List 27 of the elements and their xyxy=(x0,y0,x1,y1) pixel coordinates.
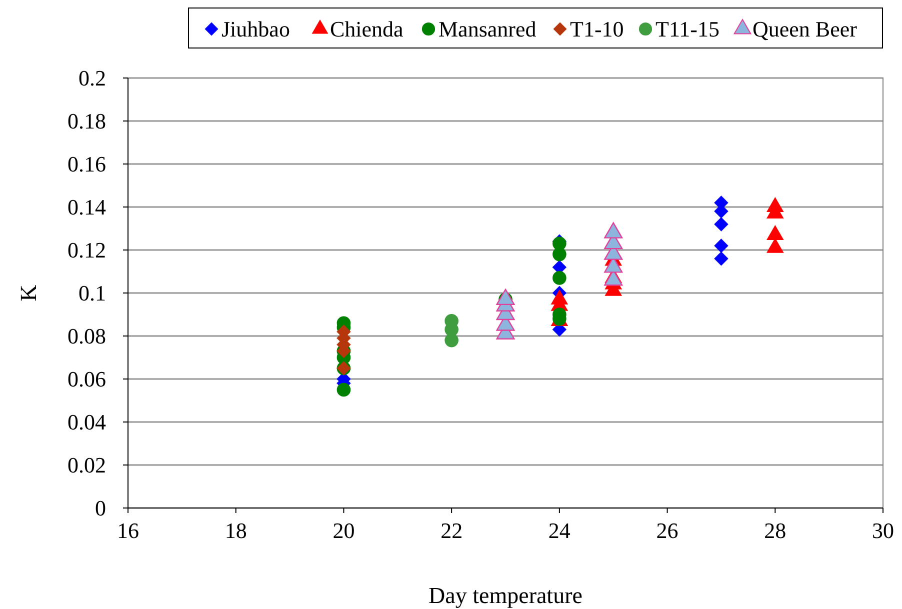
legend-label: Chienda xyxy=(330,16,404,42)
y-tick-label: 0 xyxy=(95,496,106,521)
y-tick-label: 0.08 xyxy=(68,324,106,349)
y-tick-label: 0.1 xyxy=(78,280,106,306)
x-tick-label: 30 xyxy=(872,518,894,543)
x-tick-label: 28 xyxy=(764,518,786,543)
legend-label: T1-10 xyxy=(570,16,624,42)
y-tick-label: 0.06 xyxy=(68,366,106,392)
legend-label: Queen Beer xyxy=(752,16,858,42)
y-tick-label: 0.04 xyxy=(68,410,106,435)
y-tick-label: 0.16 xyxy=(68,152,106,177)
x-tick-label: 26 xyxy=(656,518,678,543)
y-tick-label: 0.2 xyxy=(78,66,106,91)
y-tick-label: 0.14 xyxy=(68,194,106,220)
y-tick-label: 0.18 xyxy=(68,108,106,134)
x-tick-label: 24 xyxy=(548,518,570,543)
legend-label: Jiuhbao xyxy=(222,16,290,42)
x-tick-label: 16 xyxy=(117,518,139,543)
y-axis-title: K xyxy=(16,284,41,302)
x-tick-label: 22 xyxy=(440,518,463,543)
x-tick-label: 18 xyxy=(224,518,247,543)
y-tick-label: 0.12 xyxy=(68,238,106,263)
legend-label: T11-15 xyxy=(656,16,720,42)
x-tick-label: 20 xyxy=(332,518,355,543)
y-tick-label: 0.02 xyxy=(68,452,106,478)
x-axis-title: Day temperature xyxy=(428,583,582,608)
legend-label: Mansanred xyxy=(438,16,536,42)
